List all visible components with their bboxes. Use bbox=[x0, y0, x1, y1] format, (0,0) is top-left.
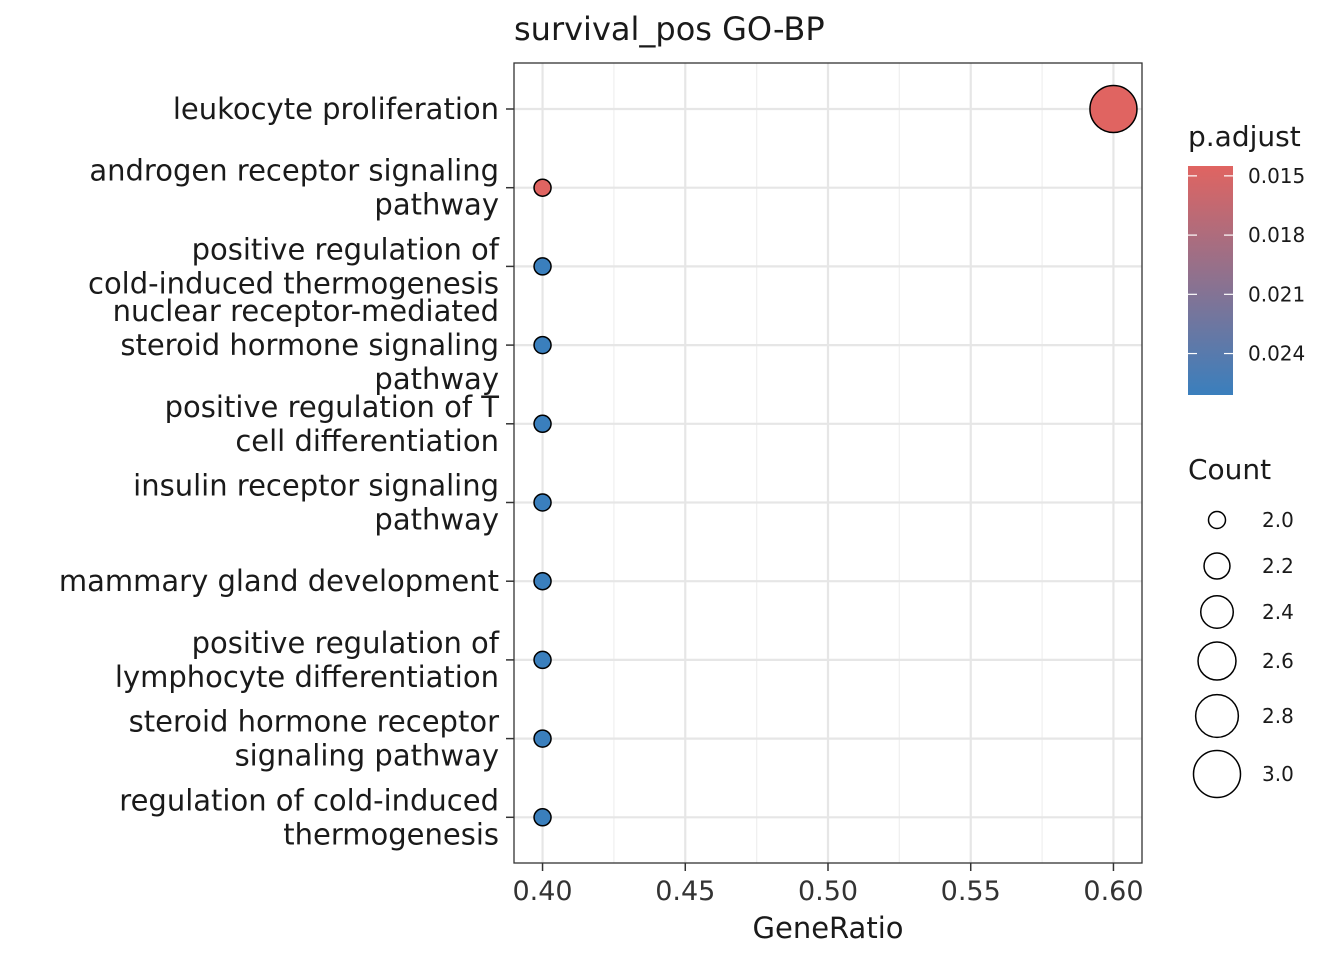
color-legend-label: 0.015 bbox=[1248, 164, 1305, 188]
y-tick-label-line: cell differentiation bbox=[235, 424, 499, 458]
y-tick-label-line: signaling pathway bbox=[235, 739, 499, 773]
y-tick-label-line: nuclear receptor-mediated bbox=[113, 294, 499, 328]
size-legend-label: 3.0 bbox=[1262, 762, 1294, 786]
size-legend-key bbox=[1197, 641, 1237, 681]
chart-title: survival_pos GO-BP bbox=[514, 10, 825, 48]
y-tick-label-line: pathway bbox=[374, 503, 499, 537]
data-point bbox=[533, 571, 552, 591]
grid bbox=[514, 63, 1142, 863]
color-legend-label: 0.018 bbox=[1248, 223, 1305, 247]
size-legend-key bbox=[1192, 749, 1242, 799]
y-tick-label-line: leukocyte proliferation bbox=[173, 92, 499, 126]
y-tick-label-line: thermogenesis bbox=[283, 817, 499, 851]
y-tick-label-line: androgen receptor signaling bbox=[89, 154, 499, 188]
x-axis: 0.40 0.45 0.50 0.55 0.60 bbox=[512, 863, 1144, 907]
y-tick-label: positive regulation of lymphocyte differe… bbox=[115, 626, 500, 694]
y-tick-label-line: pathway bbox=[374, 362, 499, 396]
size-legend-key bbox=[1203, 552, 1231, 580]
y-tick-label-line: steroid hormone signaling bbox=[120, 328, 499, 362]
data-points bbox=[533, 84, 1138, 827]
data-point bbox=[533, 335, 552, 355]
x-tick-label: 0.45 bbox=[655, 876, 715, 907]
x-tick-label: 0.55 bbox=[941, 876, 1001, 907]
size-legend-key bbox=[1199, 594, 1235, 630]
data-point bbox=[1089, 84, 1138, 134]
data-point bbox=[533, 414, 552, 434]
y-tick-label: positive regulation of cold-induced therm… bbox=[88, 232, 500, 300]
x-tick-label: 0.60 bbox=[1083, 876, 1143, 907]
x-tick-label: 0.40 bbox=[512, 876, 572, 907]
data-point bbox=[533, 650, 552, 670]
y-tick-label-line: positive regulation of T bbox=[165, 390, 500, 424]
size-legend-label: 2.4 bbox=[1262, 600, 1294, 624]
size-legend: Count 2.0 2.2 2.4 2.6 2.8 3.0 bbox=[1188, 453, 1294, 799]
y-tick-label-line: insulin receptor signaling bbox=[133, 469, 499, 503]
data-point bbox=[533, 808, 552, 827]
y-tick-label: steroid hormone receptor signaling pathwa… bbox=[129, 705, 499, 773]
color-legend-label: 0.021 bbox=[1248, 282, 1305, 306]
y-tick-label: nuclear receptor-mediated steroid hormone… bbox=[113, 294, 499, 396]
color-bar bbox=[1188, 166, 1233, 395]
color-legend: p.adjust 0.015 0.018 0.021 0.024 bbox=[1188, 120, 1305, 395]
color-legend-label: 0.024 bbox=[1248, 342, 1305, 366]
color-legend-title: p.adjust bbox=[1188, 120, 1301, 153]
y-tick-label-line: regulation of cold-induced bbox=[119, 783, 499, 817]
y-axis: leukocyte proliferation androgen receptor… bbox=[59, 92, 514, 851]
size-legend-title: Count bbox=[1188, 453, 1271, 486]
size-legend-label: 2.0 bbox=[1262, 508, 1294, 532]
size-legend-key bbox=[1207, 510, 1227, 530]
y-tick-label: leukocyte proliferation bbox=[173, 92, 499, 126]
y-tick-label-line: positive regulation of bbox=[192, 626, 500, 660]
size-legend-key bbox=[1194, 693, 1240, 739]
y-tick-label: regulation of cold-induced thermogenesis bbox=[119, 783, 499, 851]
data-point bbox=[533, 178, 552, 197]
y-tick-label-line: cold-induced thermogenesis bbox=[88, 266, 499, 300]
size-legend-label: 2.2 bbox=[1262, 554, 1294, 578]
size-legend-label: 2.6 bbox=[1262, 649, 1294, 673]
y-tick-label-line: lymphocyte differentiation bbox=[115, 660, 499, 694]
x-axis-title: GeneRatio bbox=[753, 911, 904, 945]
y-tick-label-line: pathway bbox=[374, 188, 499, 222]
data-point bbox=[533, 493, 552, 512]
y-tick-label-line: mammary gland development bbox=[59, 564, 499, 598]
y-tick-label: insulin receptor signaling pathway bbox=[133, 469, 499, 537]
y-tick-label: mammary gland development bbox=[59, 564, 499, 598]
size-legend-label: 2.8 bbox=[1262, 704, 1294, 728]
data-point bbox=[533, 729, 552, 748]
x-tick-label: 0.50 bbox=[798, 876, 858, 907]
data-point bbox=[533, 257, 552, 276]
y-tick-label: androgen receptor signaling pathway bbox=[89, 154, 499, 222]
y-tick-label-line: steroid hormone receptor bbox=[129, 705, 499, 739]
y-tick-label-line: positive regulation of bbox=[192, 232, 500, 266]
